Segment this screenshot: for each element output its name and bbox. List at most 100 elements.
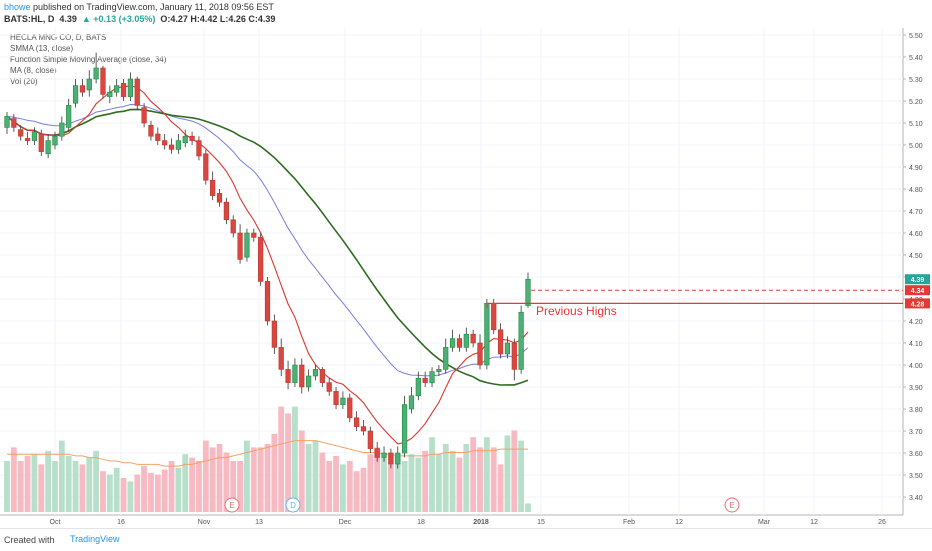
price-chart[interactable]: 5.50 5.40 5.30 5.20 5.10 5.00 4.90 4.80 4.70 4.60…	[0, 28, 932, 528]
volume-bar	[477, 447, 483, 512]
price-label-text: 4.28	[911, 301, 925, 308]
candle-body	[456, 338, 463, 348]
candle-body	[264, 281, 271, 322]
event-marker-label: E	[229, 501, 234, 510]
candle-body	[237, 232, 243, 260]
candle-body	[72, 85, 79, 104]
y-tick-label: 4.80	[909, 187, 923, 194]
volume-bar	[141, 466, 148, 512]
quote-line: BATS:HL, D 4.39 ▲ +0.13 (+3.05%) O:4.27 …	[4, 14, 275, 24]
candle-body	[203, 153, 209, 181]
earnings-event-icon[interactable]	[224, 497, 240, 513]
volume-bar	[449, 450, 456, 512]
legend-fsma[interactable]: Function Simple Moving Average (close, 3…	[10, 55, 167, 64]
candle-body	[182, 135, 188, 144]
volume-bar	[305, 444, 312, 512]
y-tick-label: 3.80	[909, 407, 923, 414]
volume-bar	[244, 440, 250, 512]
candle-body	[141, 107, 147, 124]
volume-bar	[456, 457, 463, 512]
volume-bar	[31, 454, 38, 512]
candle-body	[388, 452, 394, 465]
volume-bar	[285, 413, 291, 512]
candle-body	[354, 417, 360, 427]
chart-header: bhowe published on TradingView.com, Janu…	[0, 0, 932, 28]
volume-bar	[333, 455, 339, 512]
volume-bar	[278, 406, 285, 512]
volume-bar	[298, 430, 305, 512]
footer: Created with TradingView	[0, 528, 932, 551]
volume-bar	[429, 437, 435, 512]
legend-smma[interactable]: SMMA (13, close)	[10, 44, 74, 53]
y-tick-label: 4.90	[909, 165, 923, 172]
candle-body	[59, 122, 65, 137]
candle-body	[155, 133, 161, 141]
y-tick-label: 5.50	[909, 33, 923, 40]
volume-bar	[422, 450, 429, 512]
volume-bar	[387, 452, 394, 512]
publisher-name[interactable]: bhowe	[4, 2, 31, 12]
volume-bar	[182, 454, 189, 512]
volume-bar	[189, 457, 195, 512]
volume-bar	[394, 455, 401, 512]
price-label-text: 4.34	[911, 288, 925, 295]
candle-body	[100, 67, 106, 95]
y-tick-label: 4.10	[909, 341, 923, 348]
previous-highs-annotation: Previous Highs	[536, 304, 617, 318]
volume-bar	[216, 444, 223, 512]
volume-bar	[106, 474, 113, 512]
legend-ma[interactable]: MA (8, close)	[10, 66, 57, 75]
volume-bar	[113, 467, 120, 512]
y-tick-label: 3.90	[909, 385, 923, 392]
candle-body	[333, 391, 339, 405]
candle-body	[470, 333, 476, 344]
volume-bar	[408, 454, 415, 512]
event-marker-label: D	[290, 501, 296, 510]
volume-bar	[79, 464, 86, 512]
earnings-event-icon[interactable]	[724, 497, 740, 513]
y-tick-label: 4.50	[909, 253, 923, 260]
volume-bar	[381, 457, 387, 512]
candle-body	[210, 179, 216, 196]
volume-bar	[312, 440, 319, 512]
candle-body	[38, 133, 44, 152]
candle-body	[216, 193, 223, 203]
candle-body	[436, 369, 442, 372]
candle-body	[24, 138, 31, 141]
volume-bar	[93, 450, 100, 512]
volume-bar	[525, 503, 531, 512]
volume-bar	[58, 440, 65, 512]
y-tick-label: 3.50	[909, 473, 923, 480]
x-tick-label: 12	[810, 519, 818, 526]
volume-bar	[401, 461, 408, 512]
candle-body	[497, 329, 504, 355]
volume-bar	[86, 457, 93, 512]
legend-vol[interactable]: Vol (20)	[10, 77, 38, 86]
y-tick-label: 4.60	[909, 231, 923, 238]
candle-body	[86, 78, 92, 91]
y-tick-label: 3.70	[909, 429, 923, 436]
volume-bar	[120, 478, 127, 512]
fsma-line	[6, 108, 529, 386]
publish-info: bhowe published on TradingView.com, Janu…	[4, 2, 274, 12]
volume-bar	[264, 444, 271, 512]
volume-bar	[45, 450, 52, 512]
y-tick-label: 4.70	[909, 209, 923, 216]
volume-bar	[319, 452, 326, 512]
volume-bar	[415, 457, 422, 512]
volume-bar	[4, 461, 10, 512]
legend-title: HECLA MNG CO, D, BATS	[10, 33, 107, 42]
y-tick-label: 3.60	[909, 451, 923, 458]
volume-bar	[17, 461, 24, 512]
candle-body	[319, 369, 325, 383]
y-tick-label: 5.40	[909, 55, 923, 62]
candle-body	[120, 83, 127, 97]
volume-bar	[292, 406, 298, 512]
candle-body	[11, 118, 17, 128]
dividend-event-icon[interactable]	[285, 497, 301, 513]
y-tick-label: 3.40	[909, 495, 923, 502]
volume-bar	[65, 455, 72, 512]
candle-body	[148, 124, 154, 137]
y-tick-label: 5.10	[909, 121, 923, 128]
tradingview-logo[interactable]: TradingView	[70, 534, 120, 544]
